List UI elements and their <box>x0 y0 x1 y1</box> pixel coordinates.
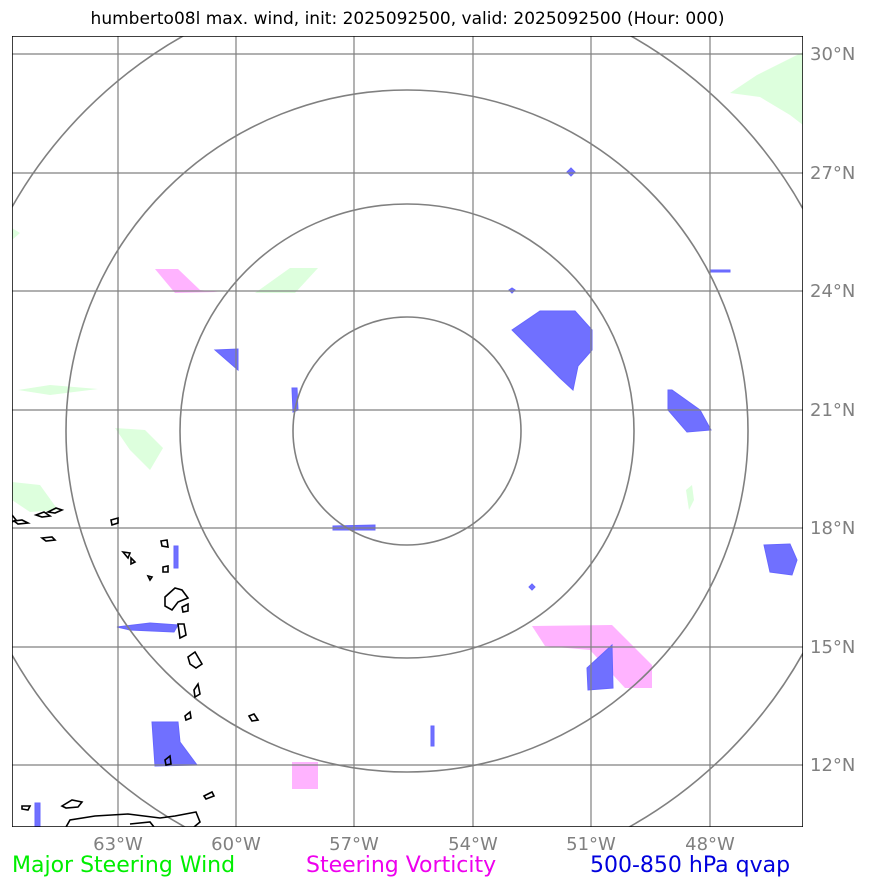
island-outline <box>60 799 84 809</box>
range-ring <box>65 89 749 773</box>
steering-wind-patch <box>115 428 163 470</box>
vorticity-patch <box>292 762 318 789</box>
lat-tick-label: 27°N <box>810 163 855 184</box>
island-outline <box>202 790 216 800</box>
lat-tick-label: 21°N <box>810 400 855 421</box>
coastline-south-america <box>65 811 201 827</box>
lat-tick-labels: 12°N 15°N 18°N 21°N 24°N 27°N 30°N <box>810 44 855 776</box>
steering-wind-patch <box>12 228 20 240</box>
island-outline <box>45 507 65 514</box>
island-outline <box>129 821 155 827</box>
island-outline <box>130 556 137 566</box>
lon-tick-labels: 63°W 60°W 57°W 54°W 51°W 48°W <box>93 834 735 855</box>
island-outline <box>33 511 53 518</box>
lon-tick-label: 57°W <box>329 834 379 855</box>
island-outline <box>146 574 154 582</box>
qvap-patch <box>213 348 239 372</box>
qvap-patch <box>116 622 179 633</box>
lat-tick-label: 30°N <box>810 44 855 65</box>
island-outline <box>164 754 172 766</box>
island-outline <box>121 550 132 560</box>
island-outline <box>12 519 31 525</box>
steering-wind-patch <box>730 52 803 125</box>
map-title: humberto08l max. wind, init: 2025092500,… <box>90 9 725 29</box>
lon-tick-label: 54°W <box>448 834 498 855</box>
lon-tick-label: 60°W <box>211 834 261 855</box>
vorticity-patch <box>155 269 218 293</box>
island-outline <box>164 587 190 612</box>
qvap-patch <box>173 545 179 569</box>
island-outline <box>187 650 204 669</box>
steering-wind-patch <box>686 485 694 510</box>
island-outline <box>160 539 169 548</box>
qvap-layer <box>34 167 798 827</box>
island-outline <box>193 681 201 699</box>
legend-qvap: 500-850 hPa qvap <box>590 853 791 878</box>
qvap-patch <box>709 269 731 273</box>
lon-tick-label: 63°W <box>93 834 143 855</box>
qvap-patch <box>763 543 798 576</box>
lat-tick-label: 12°N <box>810 755 855 776</box>
steering-vorticity-layer <box>155 269 652 789</box>
range-ring <box>179 203 635 659</box>
lat-tick-label: 24°N <box>810 281 855 302</box>
lat-tick-label: 15°N <box>810 637 855 658</box>
qvap-patch <box>430 725 435 747</box>
island-outline <box>184 710 192 722</box>
island-outline <box>181 602 189 613</box>
qvap-patch <box>667 389 712 433</box>
range-rings <box>12 36 803 827</box>
legend-steering-vorticity: Steering Vorticity <box>306 853 497 878</box>
legend-major-steering-wind: Major Steering Wind <box>12 853 236 878</box>
island-outline <box>177 623 187 640</box>
qvap-patch <box>528 583 536 591</box>
island-outline <box>247 713 260 722</box>
island-outline <box>110 516 119 527</box>
steering-wind-layer <box>12 52 803 512</box>
qvap-patch <box>34 802 41 827</box>
qvap-patch <box>511 310 593 391</box>
coastlines <box>12 507 260 827</box>
island-outline <box>39 536 57 542</box>
lon-tick-label: 48°W <box>685 834 735 855</box>
steering-wind-patch <box>18 385 98 395</box>
lon-tick-label: 51°W <box>566 834 616 855</box>
qvap-patch <box>566 167 576 177</box>
island-outline <box>21 805 32 811</box>
steering-wind-patch <box>12 482 58 512</box>
island-outline <box>162 565 169 573</box>
range-ring <box>292 316 522 546</box>
qvap-patch <box>151 721 198 767</box>
steering-wind-patch <box>255 268 318 293</box>
qvap-patch <box>586 643 614 691</box>
vorticity-patch <box>532 625 652 688</box>
lat-tick-label: 18°N <box>810 518 855 539</box>
